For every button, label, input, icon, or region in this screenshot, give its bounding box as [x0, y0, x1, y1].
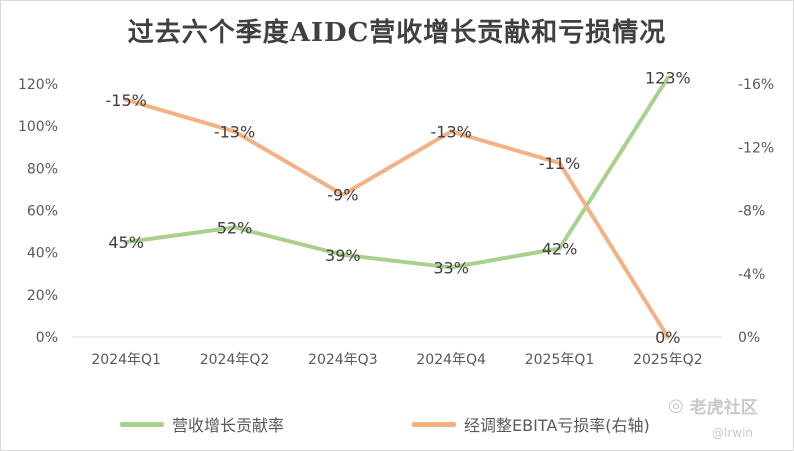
data-point-ebita: [557, 161, 562, 166]
x-tick-label: 2024年Q3: [308, 352, 378, 368]
y-left-tick-label: 80%: [27, 161, 58, 177]
data-point-contribution: [124, 240, 129, 245]
legend-swatch-ebita: [412, 421, 456, 427]
x-tick-label: 2024年Q4: [416, 352, 486, 368]
x-tick-label: 2024年Q1: [91, 352, 161, 368]
watermark: ◎ 老虎社区: [668, 394, 758, 418]
data-label-contribution: 42%: [542, 239, 578, 258]
y-right-tick-label: -8%: [738, 204, 765, 220]
data-label-ebita: 0%: [655, 328, 680, 347]
data-point-contribution: [557, 246, 562, 251]
series-line-ebita: [124, 97, 670, 339]
y-left-tick-label: 60%: [27, 204, 58, 220]
legend-item-ebita: 经调整EBITA亏损率(右轴): [412, 413, 650, 435]
x-tick-label: 2024年Q2: [200, 352, 270, 368]
data-point-contribution: [340, 252, 345, 257]
legend-item-contribution: 营收增长贡献率: [120, 413, 284, 435]
tiger-logo-icon: ◎: [668, 394, 684, 416]
data-label-ebita: -13%: [214, 122, 255, 141]
y-left-tick-label: 0%: [36, 330, 58, 346]
watermark-user: @lrwin: [712, 426, 754, 440]
y-right-tick-label: -12%: [738, 140, 774, 156]
y-right-tick-label: 0%: [738, 330, 760, 346]
data-point-ebita: [665, 335, 670, 339]
data-point-contribution: [449, 265, 454, 270]
data-point-contribution: [232, 225, 237, 230]
data-point-ebita: [340, 192, 345, 197]
data-label-contribution: 45%: [108, 233, 144, 252]
data-label-ebita: -15%: [105, 91, 146, 110]
data-label-contribution: 39%: [325, 246, 361, 265]
y-left-tick-label: 40%: [27, 246, 58, 262]
y-left-tick-label: 120%: [18, 77, 58, 93]
data-label-contribution: 33%: [433, 258, 469, 277]
legend-label-contribution: 营收增长贡献率: [172, 416, 285, 435]
series-line-contribution: [124, 75, 670, 270]
y-left-tick-label: 20%: [27, 288, 58, 304]
y-left-tick-label: 100%: [18, 119, 58, 135]
x-tick-label: 2025年Q2: [633, 352, 703, 368]
watermark-brand: 老虎社区: [689, 397, 758, 418]
y-right-tick-label: -16%: [738, 77, 774, 93]
data-point-ebita: [449, 129, 454, 134]
chart-title: 过去六个季度AIDC营收增长贡献和亏损情况: [127, 18, 667, 48]
data-label-contribution: 123%: [645, 69, 691, 88]
x-tick-label: 2025年Q1: [525, 352, 595, 368]
data-point-ebita: [232, 129, 237, 134]
y-right-tick-label: -4%: [738, 267, 765, 283]
data-label-ebita: -9%: [327, 186, 358, 205]
data-label-ebita: -11%: [539, 154, 580, 173]
data-label-contribution: 52%: [217, 218, 253, 237]
data-label-ebita: -13%: [430, 122, 471, 141]
data-point-contribution: [665, 75, 670, 80]
legend-label-ebita: 经调整EBITA亏损率(右轴): [464, 416, 650, 435]
data-point-ebita: [124, 97, 129, 102]
legend-swatch-contribution: [120, 421, 164, 427]
